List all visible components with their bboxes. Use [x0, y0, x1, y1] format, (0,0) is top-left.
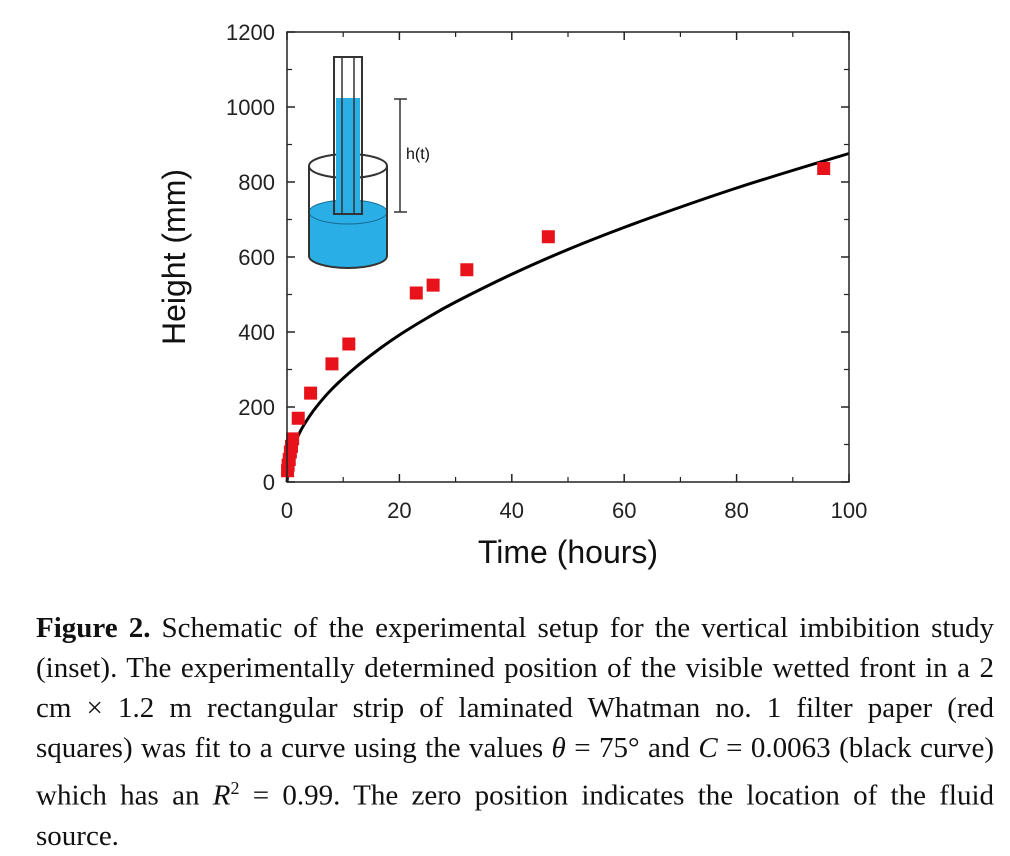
data-point: [541, 230, 555, 244]
figure-caption: Figure 2. Schematic of the experimental …: [36, 608, 994, 856]
data-markers: [281, 162, 831, 478]
data-point: [460, 263, 474, 277]
x-axis-title: Time (hours): [478, 534, 658, 570]
y-axis-title: Height (mm): [156, 169, 192, 345]
data-point: [409, 286, 423, 300]
caption-text: Schematic of the experimental setup for …: [36, 612, 994, 764]
caption-label: Figure 2.: [36, 612, 151, 644]
tube-outline: [333, 56, 363, 215]
y-tick-label: 200: [238, 395, 275, 420]
x-tick-label: 60: [612, 498, 636, 523]
theta-symbol: θ: [551, 732, 566, 764]
y-tick-label: 1000: [226, 95, 275, 120]
data-point: [325, 357, 339, 371]
beaker-fluid: [309, 212, 387, 268]
data-point: [286, 432, 300, 446]
x-tick-label: 0: [281, 498, 293, 523]
data-point: [817, 162, 831, 175]
inset-label: h(t): [406, 146, 430, 163]
caption-text: = 75° and: [565, 732, 699, 764]
inset-schematic: h(t): [308, 56, 430, 269]
x-tick-label: 20: [387, 498, 411, 523]
caption-text: = 0.99. The zero position indicates the …: [36, 779, 995, 852]
r-exponent: 2: [230, 778, 240, 798]
y-tick-label: 600: [238, 245, 275, 270]
data-point: [291, 411, 305, 425]
x-tick-label: 80: [724, 498, 748, 523]
r-symbol: R: [212, 779, 231, 812]
y-tick-label: 800: [238, 170, 275, 195]
y-tick-label: 1200: [226, 20, 275, 45]
tube-fluid: [336, 98, 360, 214]
c-symbol: C: [698, 732, 718, 764]
beaker-outline: [308, 166, 388, 269]
data-point: [426, 278, 440, 292]
y-tick-label: 0: [263, 470, 275, 495]
x-tick-label: 40: [500, 498, 524, 523]
y-tick-label: 400: [238, 320, 275, 345]
plot-frame: [286, 31, 850, 483]
data-point: [342, 337, 356, 351]
caption-text: = 0.0063 (black curve) which has an: [36, 732, 995, 812]
data-point: [304, 386, 318, 400]
x-tick-label: 100: [831, 498, 868, 523]
